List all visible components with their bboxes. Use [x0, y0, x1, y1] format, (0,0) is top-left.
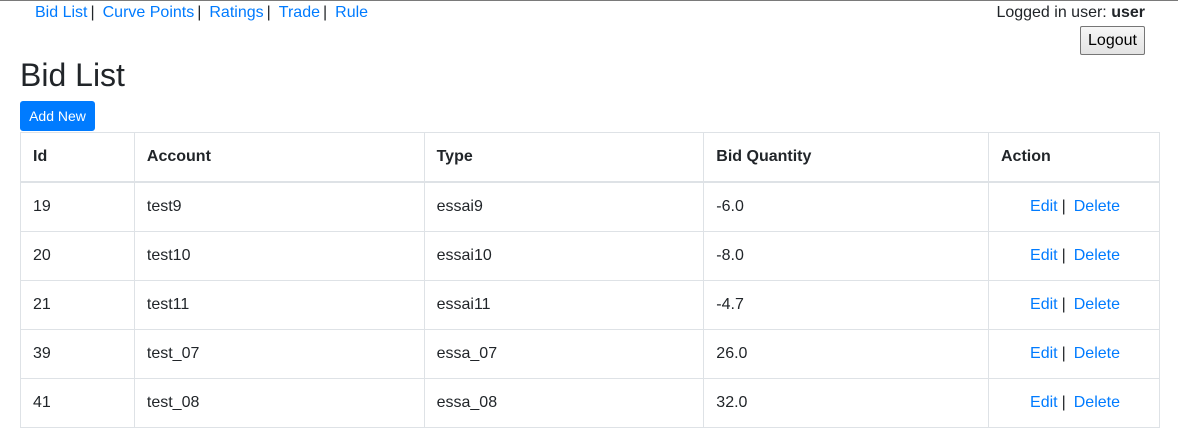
cell-account: test10	[133, 231, 425, 281]
nav-link-rule[interactable]: Rule	[335, 4, 369, 21]
cell-account: test_08	[133, 378, 425, 428]
edit-link[interactable]: Edit	[1030, 247, 1058, 264]
cell-action: Edit | Delete	[988, 181, 1160, 232]
cell-account: test9	[133, 181, 425, 232]
table-row: 20 test10 essai10 -8.0 Edit | Delete	[20, 231, 1160, 281]
table-body: 19 test9 essai9 -6.0 Edit | Delete 20 test…	[20, 181, 1160, 428]
delete-link[interactable]: Delete	[1073, 345, 1120, 362]
logged-in-user: Logged in user: user	[996, 4, 1145, 22]
edit-link[interactable]: Edit	[1030, 296, 1058, 313]
cell-type: essai9	[423, 181, 705, 232]
cell-type: essai11	[423, 280, 705, 330]
edit-link[interactable]: Edit	[1030, 198, 1058, 215]
action-separator: |	[1061, 345, 1066, 362]
cell-id: 20	[20, 231, 135, 281]
cell-type: essa_07	[423, 329, 705, 379]
column-header-action: Action	[988, 132, 1160, 183]
edit-link[interactable]: Edit	[1030, 345, 1058, 362]
logout-button[interactable]: Logout	[1080, 26, 1145, 55]
main-nav: Bid List | Curve Points | Ratings | Trade | Rule	[35, 4, 368, 22]
action-separator: |	[1061, 247, 1066, 264]
delete-link[interactable]: Delete	[1073, 247, 1120, 264]
cell-id: 19	[20, 181, 135, 232]
cell-account: test_07	[133, 329, 425, 379]
cell-id: 41	[20, 378, 135, 428]
action-separator: |	[1061, 394, 1066, 411]
cell-bid-quantity: -4.7	[703, 280, 989, 330]
cell-bid-quantity: 32.0	[703, 378, 989, 428]
cell-bid-quantity: -8.0	[703, 231, 989, 281]
column-header-account: Account	[133, 132, 425, 183]
top-border	[0, 0, 1178, 1]
cell-account: test11	[133, 280, 425, 330]
nav-link-trade[interactable]: Trade	[278, 4, 320, 21]
delete-link[interactable]: Delete	[1073, 198, 1120, 215]
table-row: 21 test11 essai11 -4.7 Edit | Delete	[20, 280, 1160, 330]
table-row: 41 test_08 essa_08 32.0 Edit | Delete	[20, 378, 1160, 428]
logged-in-label: Logged in user:	[996, 4, 1107, 21]
cell-type: essa_08	[423, 378, 705, 428]
nav-link-curve-points[interactable]: Curve Points	[102, 4, 195, 21]
cell-action: Edit | Delete	[988, 329, 1160, 379]
delete-link[interactable]: Delete	[1073, 296, 1120, 313]
table-header: Id Account Type Bid Quantity Action	[20, 132, 1160, 183]
page-title: Bid List	[20, 57, 125, 93]
delete-link[interactable]: Delete	[1073, 394, 1120, 411]
column-header-bid-quantity: Bid Quantity	[703, 132, 989, 183]
action-separator: |	[1061, 198, 1066, 215]
cell-action: Edit | Delete	[988, 280, 1160, 330]
table-row: 19 test9 essai9 -6.0 Edit | Delete	[20, 181, 1160, 232]
cell-bid-quantity: -6.0	[703, 181, 989, 232]
nav-separator: |	[197, 4, 202, 21]
cell-type: essai10	[423, 231, 705, 281]
cell-id: 39	[20, 329, 135, 379]
cell-id: 21	[20, 280, 135, 330]
add-new-button[interactable]: Add New	[20, 101, 95, 131]
action-separator: |	[1061, 296, 1066, 313]
cell-bid-quantity: 26.0	[703, 329, 989, 379]
nav-separator: |	[266, 4, 271, 21]
table-row: 39 test_07 essa_07 26.0 Edit | Delete	[20, 329, 1160, 379]
header-row: Id Account Type Bid Quantity Action	[20, 132, 1160, 183]
edit-link[interactable]: Edit	[1030, 394, 1058, 411]
column-header-type: Type	[423, 132, 705, 183]
nav-link-bid-list[interactable]: Bid List	[35, 4, 88, 21]
cell-action: Edit | Delete	[988, 231, 1160, 281]
nav-link-ratings[interactable]: Ratings	[209, 4, 264, 21]
cell-action: Edit | Delete	[988, 378, 1160, 428]
bid-table: Id Account Type Bid Quantity Action 19 t…	[20, 132, 1160, 428]
nav-separator: |	[322, 4, 328, 21]
column-header-id: Id	[20, 132, 135, 183]
username: user	[1111, 4, 1145, 21]
nav-separator: |	[90, 4, 95, 21]
